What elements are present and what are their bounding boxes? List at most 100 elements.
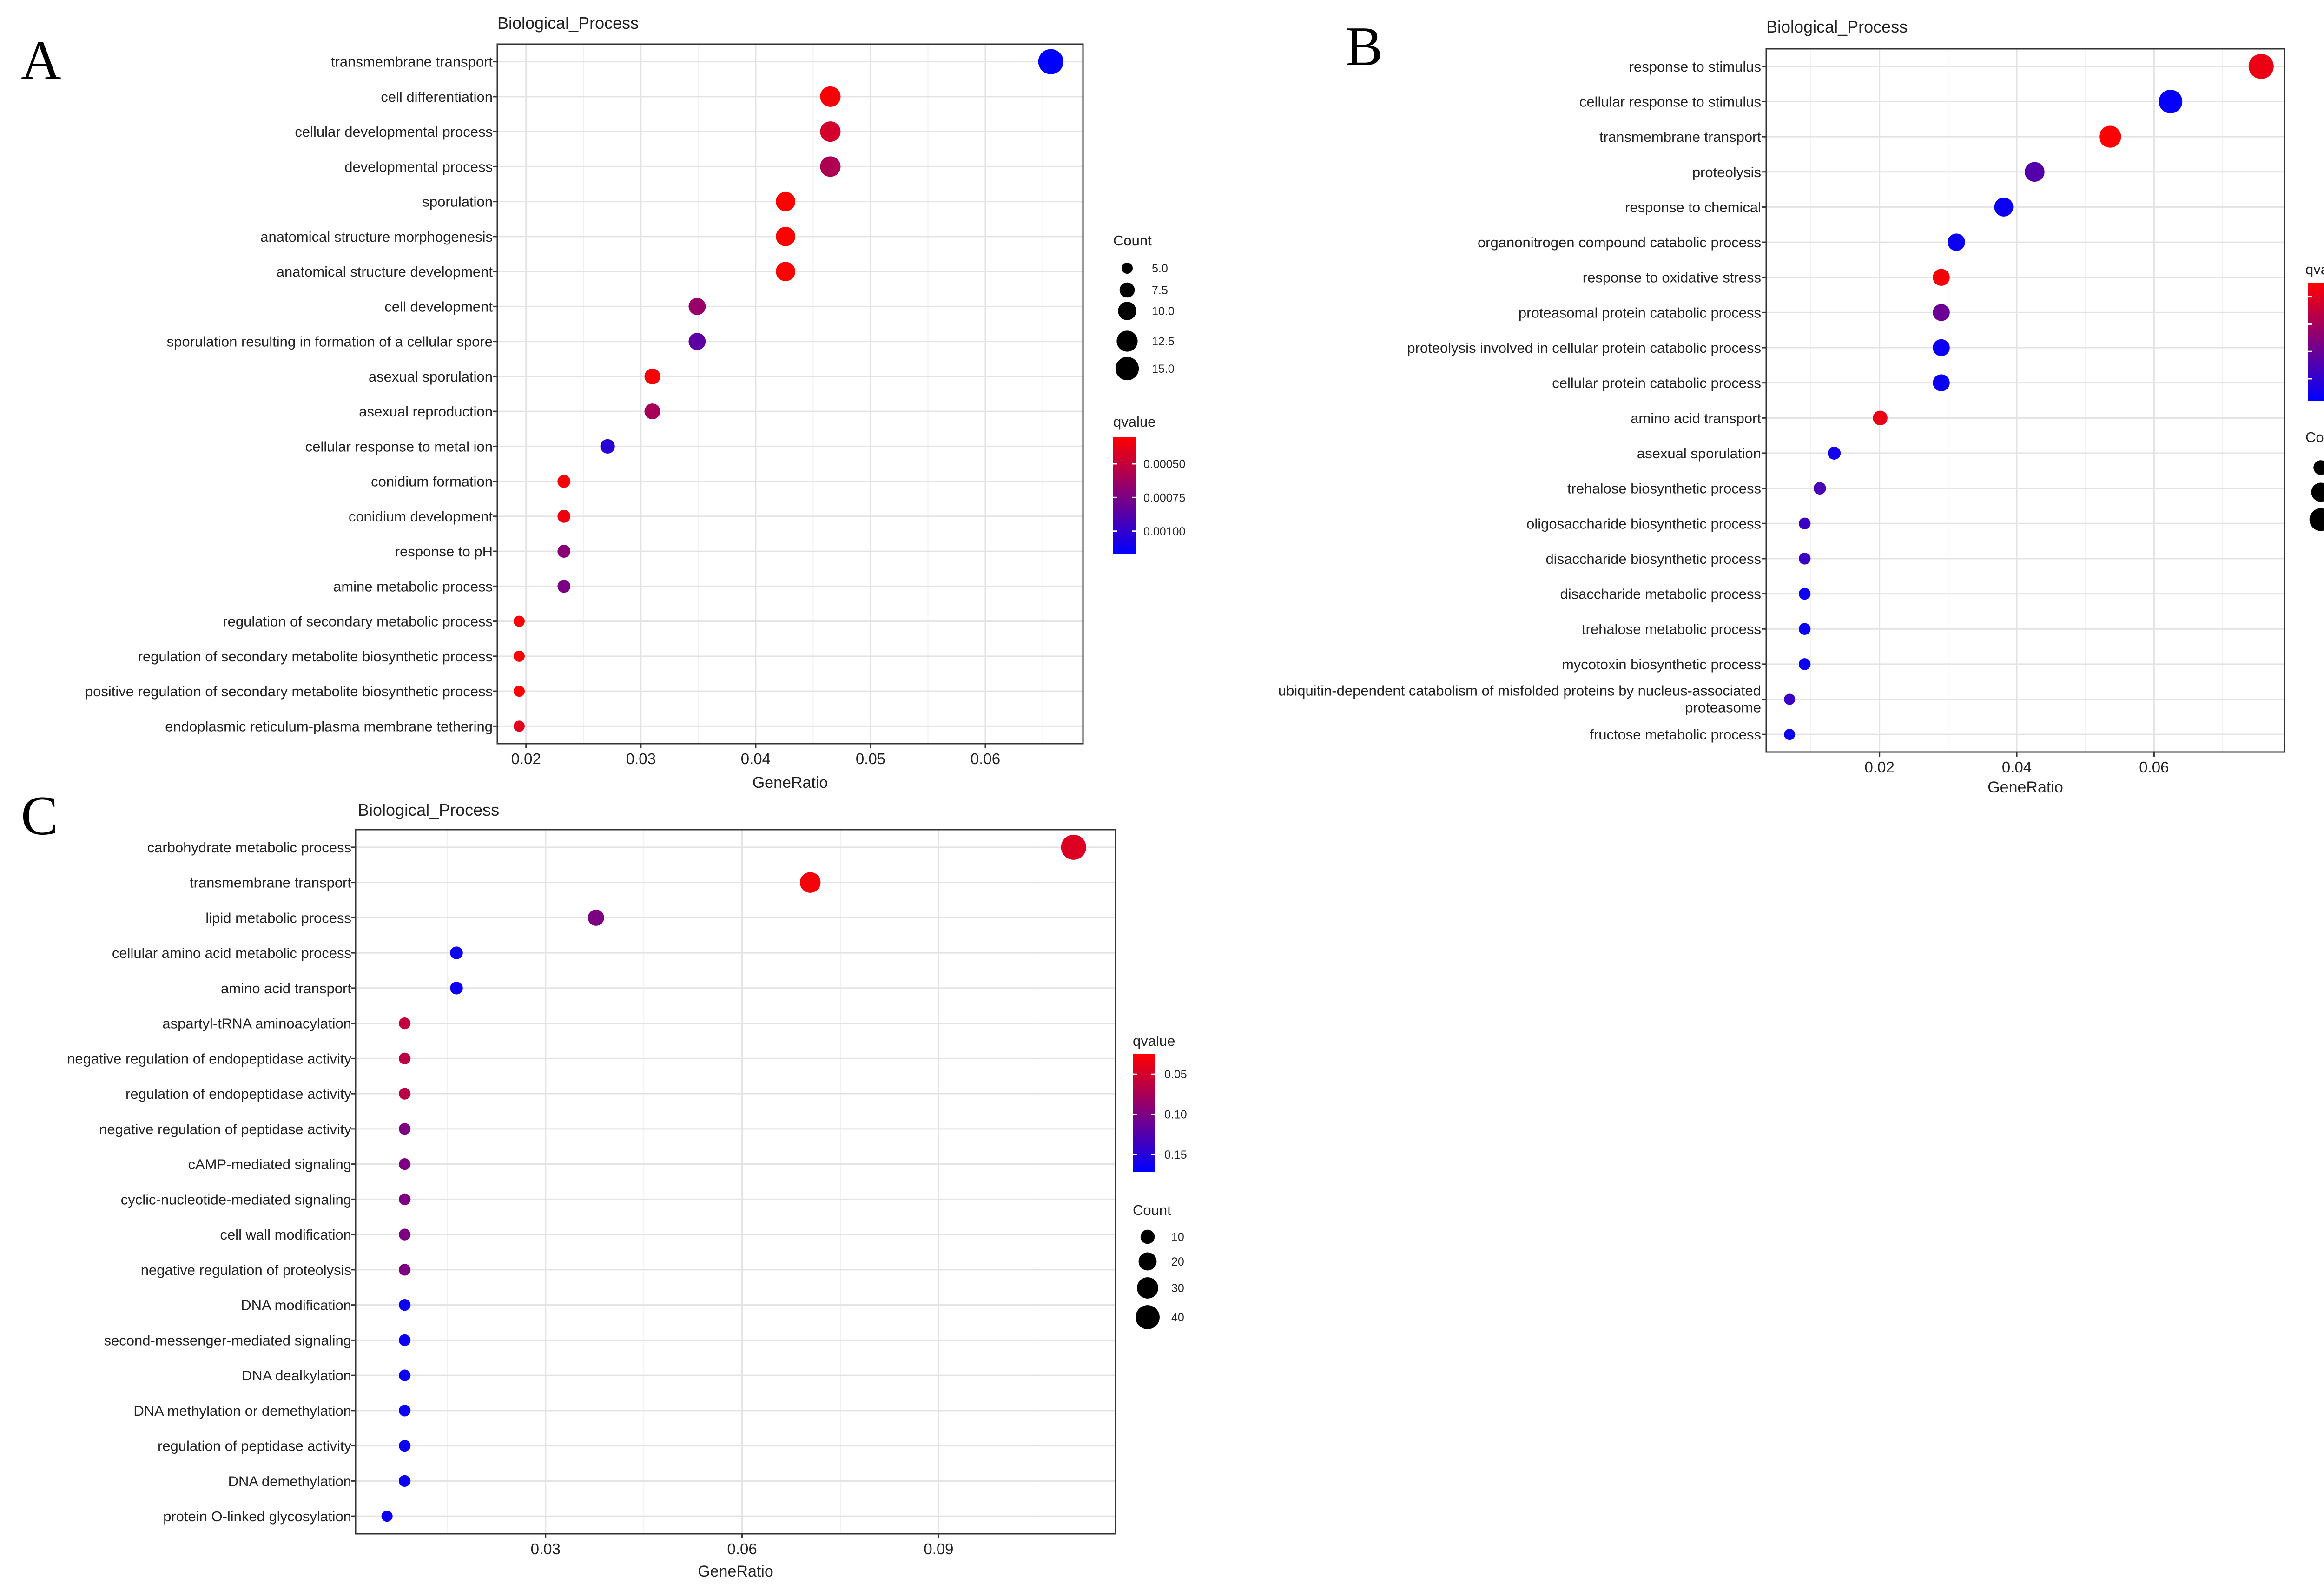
category-label: cell development [384,298,493,315]
qvalue-legend-label: 0.15 [1164,1148,1187,1162]
count-legend-title: Count [1113,232,1152,249]
count-legend-title: Count [2305,429,2324,445]
data-point [399,1017,411,1030]
category-label: transmembrane transport [190,875,351,891]
count-legend-key [2309,508,2324,531]
x-tick-label: 0.09 [924,1540,953,1558]
count-legend-label: 40 [1171,1311,1184,1324]
data-point [399,1264,411,1276]
plot-panel [496,43,1084,745]
category-label: positive regulation of secondary metabol… [85,683,493,700]
category-label: regulation of endopeptidase activity [125,1086,351,1102]
count-legend-key [2311,482,2324,502]
category-label: amino acid transport [221,980,351,997]
data-point [820,121,841,142]
data-point [399,1052,411,1064]
x-tick-label: 0.04 [2002,759,2032,776]
category-label: disaccharide metabolic process [1560,586,1762,602]
category-label: oligosaccharide biosynthetic process [1526,515,1761,532]
data-point [799,872,821,893]
category-label: DNA demethylation [228,1473,351,1489]
data-point [776,226,796,246]
count-legend-title: Count [1133,1202,1171,1218]
data-point [399,1440,411,1452]
category-label: negative regulation of peptidase activit… [99,1121,351,1137]
category-label: endoplasmic reticulum-plasma membrane te… [165,718,493,734]
data-point [1784,693,1796,705]
category-label: cellular protein catabolic process [1552,375,1761,391]
data-point [399,1299,411,1311]
plot-border [355,829,1116,1535]
data-point [1933,269,1950,286]
category-label: fructose metabolic process [1590,726,1761,743]
x-tick-label: 0.06 [971,750,1000,767]
count-legend-label: 10.0 [1152,305,1175,318]
data-point [513,720,525,732]
data-point [513,686,525,697]
category-label: transmembrane transport [1599,129,1761,145]
data-point [644,368,660,384]
data-point [1873,410,1888,426]
qvalue-legend-label: 0.10 [1164,1109,1187,1122]
panel-letter: B [1346,15,1383,77]
category-label: cell differentiation [381,89,493,105]
count-legend-key [1137,1277,1158,1299]
data-point [2099,125,2121,148]
count-legend-label: 10 [1171,1231,1184,1244]
category-label: amine metabolic process [333,578,493,594]
data-point [688,333,706,350]
x-axis-label: GeneRatio [698,1563,773,1580]
data-point [776,262,796,282]
panel-a: A Biological_Process 0.02 0.03 0.04 0.05 0.06 G… [21,13,1185,792]
data-point [557,509,571,523]
category-label: sporulation resulting in formation of a … [167,334,493,350]
x-axis-label: GeneRatio [1987,779,2063,796]
qvalue-legend-label: 0.00050 [1143,458,1185,471]
category-label: mycotoxin biosynthetic process [1562,656,1761,673]
category-label: regulation of peptidase activity [158,1438,352,1454]
data-point [1038,49,1063,74]
data-point [399,1158,411,1170]
category-label: response to oxidative stress [1583,270,1761,286]
category-label: DNA dealkylation [242,1367,351,1384]
panel-letter: C [21,785,58,846]
x-tick-label: 0.03 [626,750,656,767]
category-label: regulation of secondary metabolic proces… [223,614,493,630]
category-label: asexual sporulation [1637,445,1761,462]
data-point [557,475,571,488]
data-point [1799,553,1811,565]
x-tick-label: 0.02 [511,750,541,767]
x-tick-label: 0.03 [531,1540,561,1558]
category-label: response to pH [395,543,493,560]
category-label: anatomical structure development [277,264,493,280]
category-label: organonitrogen compound catabolic proces… [1478,234,1761,251]
category-label: cAMP-mediated signaling [188,1156,351,1173]
count-legend-label: 7.5 [1152,284,1168,297]
data-point [513,615,525,627]
panel-letter: A [21,29,61,91]
category-label: proteolysis involved in cellular protein… [1407,340,1761,356]
data-point [1828,446,1841,460]
category-label: DNA methylation or demethylation [133,1403,351,1419]
plot-panel [355,829,1116,1535]
category-label: amino acid transport [1631,410,1761,426]
category-label: DNA modification [241,1297,351,1313]
data-point [399,1123,411,1135]
data-point [450,982,463,995]
data-point [1799,517,1811,529]
qvalue-legend-title: qvalue [1113,414,1155,430]
x-tick-label: 0.02 [1865,759,1895,776]
qvalue-legend-label: 0.00100 [1143,525,1185,538]
x-tick-label: 0.05 [856,750,885,767]
chart-title: Biological_Process [1766,17,1908,36]
category-label: lipid metabolic process [205,910,351,926]
category-label: conidium development [349,508,493,525]
x-tick-label: 0.06 [2139,759,2169,776]
category-label: conidium formation [371,474,493,490]
data-point [2159,90,2183,113]
data-point [644,403,660,420]
data-point [1799,587,1811,600]
qvalue-legend-title: qvalue [1133,1033,1175,1049]
count-legend-label: 30 [1171,1282,1184,1295]
data-point [1061,834,1086,860]
